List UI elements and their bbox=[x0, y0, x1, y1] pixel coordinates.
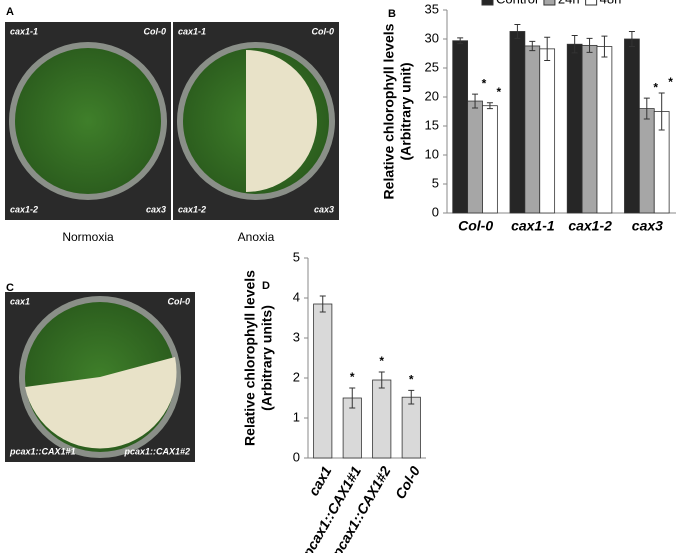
genotype-label: Col-0 bbox=[144, 26, 167, 36]
genotype-label: cax1-2 bbox=[10, 204, 38, 214]
x-tick-label: cax3 bbox=[632, 218, 663, 234]
significance: * bbox=[409, 373, 414, 387]
error-bar bbox=[486, 102, 493, 110]
y-tick-label: 5 bbox=[293, 249, 300, 264]
error-bar bbox=[571, 35, 578, 54]
error-bar bbox=[544, 36, 551, 61]
photo-caption: Normoxia bbox=[62, 230, 114, 244]
bar bbox=[524, 45, 541, 214]
significance: * bbox=[482, 76, 487, 90]
plants bbox=[15, 48, 161, 194]
y-axis-label: (Arbitrary unit) bbox=[398, 63, 414, 161]
genotype-label: cax1-1 bbox=[178, 26, 206, 36]
genotype-label: cax1 bbox=[10, 296, 30, 306]
legend-swatch bbox=[585, 0, 598, 6]
error-bar bbox=[378, 371, 385, 389]
bar bbox=[467, 100, 483, 214]
y-tick-label: 30 bbox=[425, 30, 439, 45]
y-tick-label: 20 bbox=[425, 88, 439, 103]
bar bbox=[638, 108, 655, 214]
bar bbox=[581, 44, 598, 214]
legend-label: 48h bbox=[600, 0, 622, 6]
photo-caption: Anoxia bbox=[238, 230, 275, 244]
error-bar bbox=[586, 37, 593, 53]
genotype-label: pcax1::CAX1#1 bbox=[9, 446, 76, 456]
legend-swatch bbox=[481, 0, 494, 6]
bar bbox=[452, 40, 469, 214]
bar bbox=[566, 43, 583, 214]
legend-label: Control bbox=[496, 0, 538, 6]
genotype-label: cax1-1 bbox=[10, 26, 38, 36]
bleached-plants bbox=[246, 50, 317, 192]
error-bar bbox=[457, 37, 464, 45]
significance: * bbox=[350, 370, 355, 384]
error-bar bbox=[349, 387, 356, 409]
bar bbox=[482, 105, 498, 214]
error-bar bbox=[643, 97, 650, 120]
error-bar bbox=[408, 389, 415, 405]
error-bar bbox=[529, 40, 536, 52]
panel-label: B bbox=[388, 8, 396, 20]
y-tick-label: 15 bbox=[425, 117, 439, 132]
significance: * bbox=[497, 85, 502, 99]
y-axis-label: Relative chlorophyll levels bbox=[381, 23, 397, 199]
significance: * bbox=[653, 80, 658, 94]
bar bbox=[624, 38, 640, 214]
x-tick-label: cax1-1 bbox=[511, 218, 555, 234]
genotype-label: cax3 bbox=[146, 204, 166, 214]
y-tick-label: 10 bbox=[425, 146, 439, 161]
y-axis-label: Relative chlorophyll levels bbox=[242, 270, 258, 446]
y-axis-label: (Arbitrary units) bbox=[259, 305, 275, 411]
y-tick-label: 3 bbox=[293, 329, 300, 344]
significance: * bbox=[379, 354, 384, 368]
panel-label: C bbox=[6, 282, 14, 294]
y-tick-label: 0 bbox=[293, 449, 300, 464]
genotype-label: Col-0 bbox=[312, 26, 335, 36]
error-bar bbox=[514, 24, 521, 39]
bar bbox=[313, 303, 333, 459]
x-tick-label: cax1-2 bbox=[568, 218, 612, 234]
error-bar bbox=[319, 295, 326, 313]
x-tick-label: Col-0 bbox=[458, 218, 493, 234]
legend-label: 24h bbox=[558, 0, 580, 6]
error-bar bbox=[658, 92, 665, 131]
y-tick-label: 2 bbox=[293, 369, 300, 384]
panel-label: A bbox=[6, 6, 14, 18]
x-tick-label: cax1 bbox=[305, 463, 335, 498]
legend-swatch bbox=[543, 0, 556, 6]
y-tick-label: 5 bbox=[432, 175, 439, 190]
significance: * bbox=[668, 75, 673, 89]
genotype-label: pcax1::CAX1#2 bbox=[123, 446, 190, 456]
error-bar bbox=[472, 93, 479, 109]
y-tick-label: 4 bbox=[293, 289, 300, 304]
y-tick-label: 0 bbox=[432, 204, 439, 219]
bleached-plants bbox=[25, 357, 177, 449]
bar bbox=[509, 31, 526, 214]
bar bbox=[539, 48, 556, 214]
genotype-label: cax1-2 bbox=[178, 204, 206, 214]
y-tick-label: 25 bbox=[425, 59, 439, 74]
y-tick-label: 1 bbox=[293, 409, 300, 424]
genotype-label: Col-0 bbox=[168, 296, 191, 306]
bar bbox=[401, 396, 421, 459]
bar bbox=[372, 379, 392, 459]
panel-label: D bbox=[262, 280, 270, 292]
bar bbox=[596, 46, 613, 214]
y-tick-label: 35 bbox=[425, 1, 439, 16]
genotype-label: cax3 bbox=[314, 204, 334, 214]
error-bar bbox=[628, 30, 635, 48]
error-bar bbox=[601, 35, 608, 58]
x-tick-label: Col-0 bbox=[392, 463, 423, 501]
